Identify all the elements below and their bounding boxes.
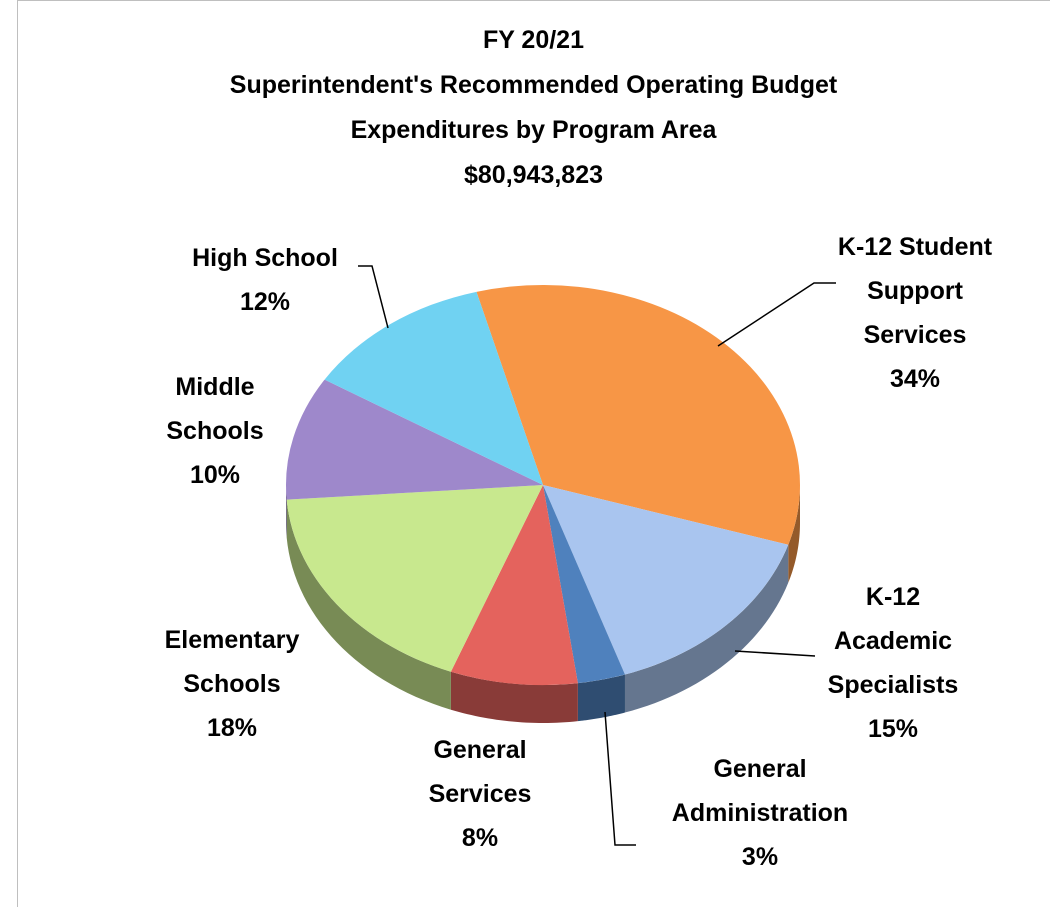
value-label: 12% [239,288,291,316]
data-label: K-12 Academic Specialists 15% [763,575,1023,751]
title-line: Expenditures by Program Area [350,116,717,144]
category-label: K-12 Academic Specialists [827,583,959,699]
slice [324,291,543,485]
value-label: 15% [867,715,919,743]
value-label: 34% [889,365,941,393]
category-label: K-12 Student Support Services [837,233,993,349]
category-label: General Services [428,736,532,808]
slice-side [450,671,578,723]
category-label: General Administration [671,755,849,827]
data-label: General Services 8% [350,728,610,860]
slice [286,379,543,500]
value-label: 10% [189,461,241,489]
category-label: Middle Schools [166,373,264,445]
slice [450,485,578,685]
title-line: Superintendent's Recommended Operating B… [229,71,838,99]
category-label: Elementary Schools [164,626,300,698]
leader-line [604,711,636,846]
leader-lines [358,265,836,846]
pie [286,285,800,723]
title-line: FY 20/21 [482,26,584,54]
chart-title: FY 20/21 Superintendent's Recommended Op… [17,18,1050,198]
slice [543,485,789,675]
chart-border [17,0,1050,907]
data-label: Middle Schools 10% [85,365,345,497]
category-label: High School [192,244,338,272]
leader-line [717,282,836,347]
value-label: 8% [461,824,499,852]
data-label: K-12 Student Support Services 34% [785,225,1045,401]
leader-line [734,650,816,657]
slice-side [577,674,625,722]
value-label: 3% [741,843,779,871]
data-label: General Administration 3% [630,747,890,879]
slice-side [286,485,287,538]
slice-side [624,544,789,713]
slice [476,285,800,545]
data-label: High School 12% [135,236,395,324]
data-label: Elementary Schools 18% [102,618,362,750]
slice-side [286,499,451,710]
value-label: 18% [206,714,258,742]
slice [286,485,543,672]
title-line: $80,943,823 [463,161,604,189]
slice-side [788,485,800,583]
leader-line [358,265,389,329]
slice [543,485,625,684]
